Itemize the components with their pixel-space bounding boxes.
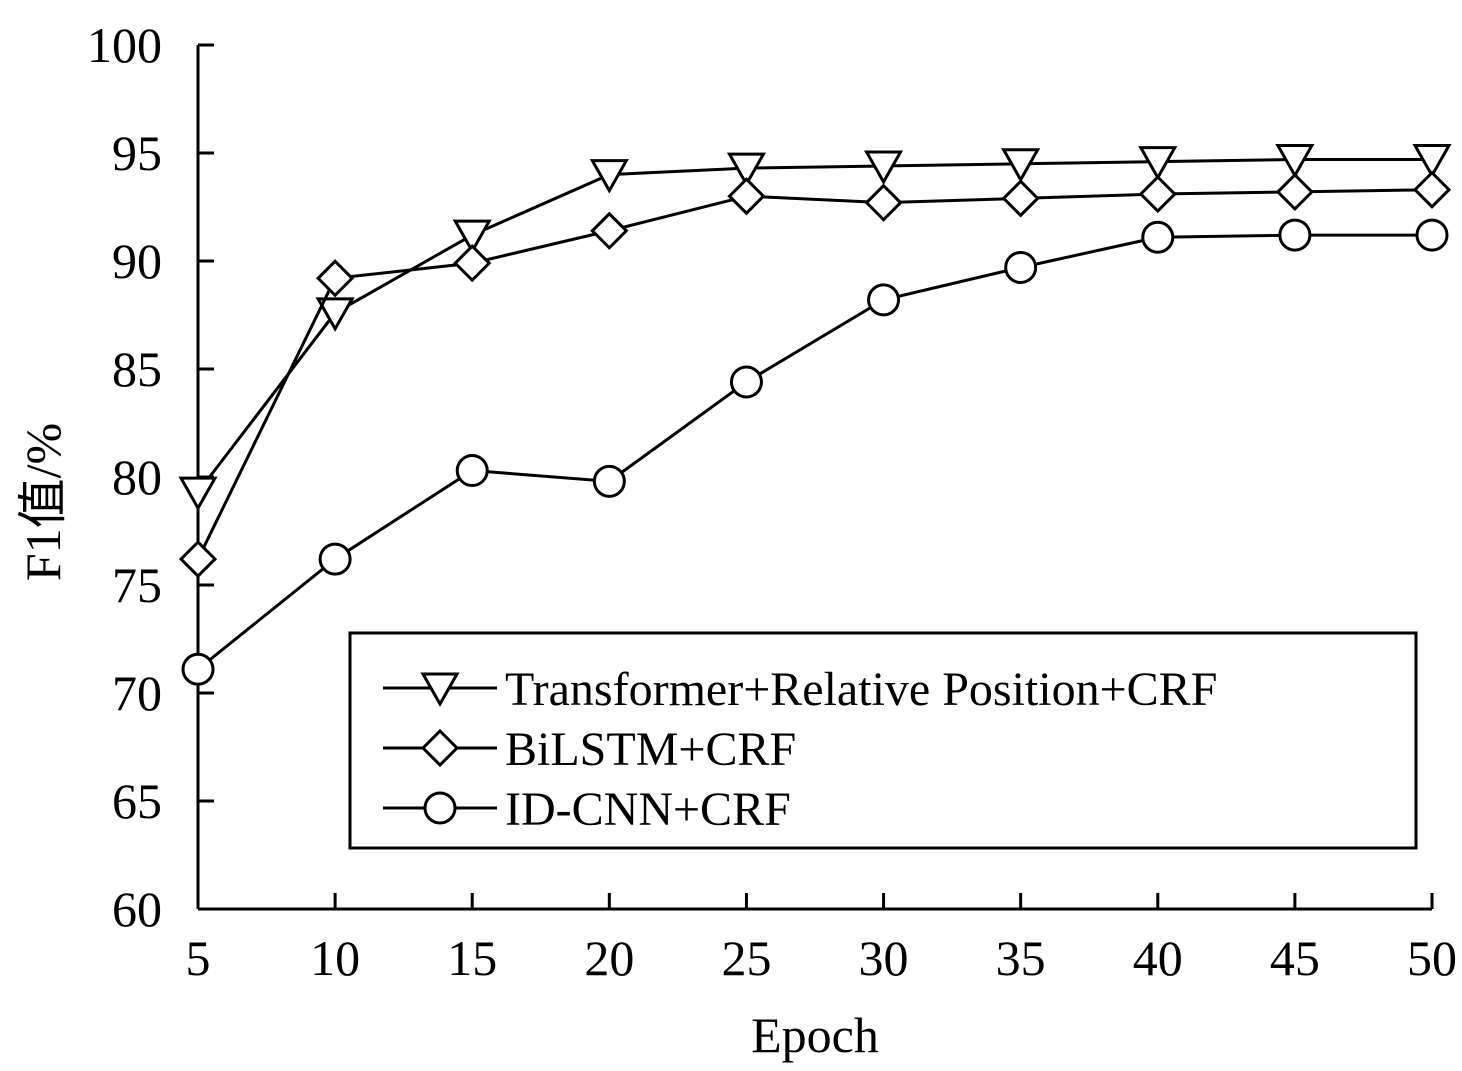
legend-label: Transformer+Relative Position+CRF	[505, 663, 1217, 716]
data-point	[455, 454, 489, 488]
legend-item: Transformer+Relative Position+CRF	[383, 663, 1217, 716]
data-point	[1141, 220, 1175, 254]
y-tick-label: 70	[112, 665, 162, 721]
y-tick-label: 85	[112, 341, 162, 397]
y-axis-title: F1值/%	[15, 423, 71, 581]
data-point	[729, 365, 763, 399]
legend-item: ID-CNN+CRF	[383, 783, 791, 836]
data-point	[1275, 172, 1315, 212]
y-tick-label: 90	[112, 233, 162, 289]
data-point	[867, 283, 901, 317]
series-line	[197, 233, 1432, 671]
data-point	[863, 150, 904, 186]
data-point	[318, 542, 352, 576]
y-tick-label: 65	[112, 773, 162, 829]
data-point	[1001, 179, 1040, 218]
data-point	[181, 652, 215, 686]
legend: Transformer+Relative Position+CRF BiLSTM+…	[348, 631, 1418, 850]
data-point	[1412, 143, 1452, 179]
data-point	[452, 219, 492, 255]
data-point	[590, 211, 629, 250]
x-tick-label: 15	[447, 930, 497, 986]
data-point	[727, 177, 766, 216]
x-tick-label: 50	[1407, 930, 1457, 986]
data-point	[864, 183, 903, 222]
data-point	[1275, 143, 1315, 179]
x-tick-label: 5	[186, 930, 211, 986]
legend-marker	[420, 728, 460, 768]
data-point	[726, 152, 767, 188]
axes: 60 65 70 75 80 85 90 95 100 5 10 15 20 25 30 35 40 45 50	[87, 17, 1457, 986]
data-point	[315, 297, 355, 332]
series-line	[196, 157, 1432, 494]
series-3	[181, 218, 1449, 686]
data-point	[453, 244, 492, 283]
legend-label: BiLSTM+CRF	[505, 723, 796, 776]
series-layer	[178, 143, 1452, 686]
series-line	[196, 188, 1433, 560]
x-tick-label: 45	[1270, 930, 1320, 986]
x-tick-label: 35	[996, 930, 1046, 986]
data-point	[589, 159, 629, 194]
y-tick-label: 60	[112, 881, 162, 937]
data-point	[315, 259, 355, 298]
data-point	[1001, 148, 1041, 183]
legend-marker	[423, 791, 457, 825]
data-point	[1415, 218, 1449, 252]
x-tick-label: 25	[721, 930, 771, 986]
x-tick-label: 20	[584, 930, 634, 986]
data-point	[1278, 218, 1312, 252]
data-point	[178, 539, 218, 579]
legend-label: ID-CNN+CRF	[505, 783, 791, 836]
data-point	[1138, 174, 1177, 214]
legend-box	[348, 631, 1418, 850]
y-tick-label: 80	[112, 449, 162, 505]
x-ticks: 5 10 15 20 25 30 35 40 45 50	[186, 893, 1457, 986]
data-point	[178, 476, 218, 512]
y-ticks: 60 65 70 75 80 85 90 95 100	[87, 17, 214, 937]
data-point	[592, 464, 626, 498]
x-axis-title: Epoch	[751, 1007, 879, 1063]
y-tick-label: 100	[87, 17, 162, 73]
y-tick-label: 95	[112, 125, 162, 181]
x-tick-label: 10	[310, 930, 360, 986]
legend-item: BiLSTM+CRF	[383, 723, 796, 776]
series-2	[178, 170, 1452, 579]
data-point	[1004, 250, 1038, 284]
x-tick-label: 30	[859, 930, 909, 986]
x-tick-label: 40	[1133, 930, 1183, 986]
data-point	[1412, 170, 1452, 209]
y-tick-label: 75	[112, 557, 162, 613]
legend-marker	[420, 672, 460, 708]
data-point	[1138, 146, 1178, 181]
series-1	[178, 143, 1452, 512]
